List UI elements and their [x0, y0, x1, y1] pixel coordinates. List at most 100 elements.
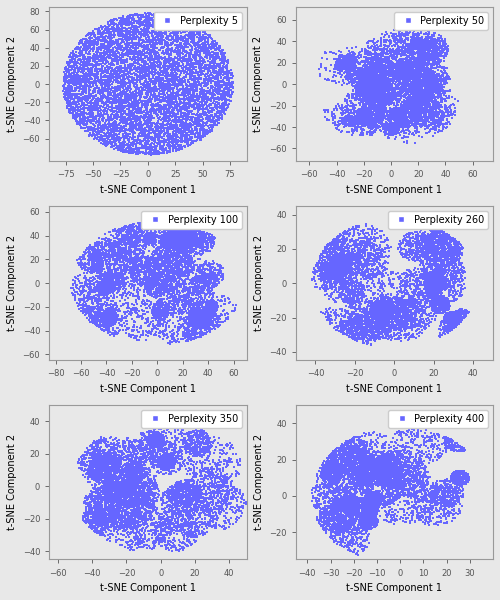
- Point: [420, 47, 428, 57]
- Point: [220, 104, 228, 113]
- Point: [318, 262, 326, 271]
- Point: [105, 235, 113, 245]
- Point: [370, 92, 378, 101]
- Point: [156, 17, 164, 27]
- Point: [106, 306, 114, 316]
- Point: [157, 456, 165, 466]
- Point: [82, 85, 90, 95]
- Point: [110, 472, 118, 481]
- Point: [154, 440, 162, 450]
- Point: [420, 57, 428, 67]
- Point: [152, 287, 160, 297]
- Point: [441, 43, 449, 53]
- Point: [177, 247, 185, 256]
- Point: [204, 505, 212, 515]
- Point: [418, 101, 426, 110]
- Point: [338, 525, 346, 535]
- Point: [370, 502, 378, 511]
- Point: [371, 91, 379, 100]
- Point: [438, 263, 446, 272]
- Point: [374, 86, 382, 96]
- Point: [456, 274, 464, 283]
- Point: [383, 299, 391, 309]
- Point: [228, 87, 236, 97]
- Point: [83, 97, 91, 107]
- Point: [442, 232, 450, 242]
- Point: [435, 278, 443, 287]
- Point: [449, 486, 457, 496]
- Point: [358, 116, 366, 125]
- Point: [338, 55, 345, 64]
- Point: [152, 307, 160, 317]
- Point: [172, 238, 180, 248]
- Point: [311, 487, 319, 497]
- Point: [188, 476, 196, 485]
- Point: [188, 320, 196, 330]
- Point: [332, 57, 340, 67]
- Point: [390, 128, 398, 137]
- Point: [400, 67, 407, 77]
- Point: [168, 459, 175, 469]
- Point: [364, 514, 372, 523]
- Point: [384, 484, 392, 494]
- Point: [416, 35, 424, 45]
- Point: [178, 132, 186, 142]
- Point: [370, 498, 378, 508]
- Point: [190, 447, 198, 457]
- Point: [410, 95, 418, 104]
- Point: [350, 443, 358, 453]
- Point: [144, 69, 152, 79]
- Point: [415, 77, 423, 87]
- Point: [414, 473, 422, 482]
- Point: [136, 467, 143, 476]
- Point: [116, 132, 124, 142]
- Point: [190, 241, 198, 251]
- Point: [152, 436, 160, 445]
- Point: [425, 285, 433, 295]
- Point: [421, 506, 429, 516]
- Point: [99, 518, 107, 528]
- Point: [156, 298, 164, 308]
- Point: [370, 69, 378, 79]
- Point: [134, 58, 142, 68]
- Point: [426, 220, 434, 229]
- Point: [150, 536, 158, 546]
- Point: [96, 51, 104, 61]
- Point: [429, 107, 437, 117]
- Point: [336, 269, 344, 279]
- Point: [360, 74, 368, 83]
- Point: [336, 268, 344, 277]
- Point: [366, 511, 374, 520]
- Point: [168, 460, 175, 469]
- Point: [158, 259, 166, 268]
- Point: [414, 431, 422, 441]
- Point: [172, 220, 180, 230]
- Point: [126, 19, 134, 28]
- Point: [442, 253, 450, 262]
- Point: [339, 260, 347, 270]
- Point: [432, 81, 440, 91]
- Point: [372, 245, 380, 255]
- Point: [451, 472, 459, 482]
- Point: [384, 71, 392, 80]
- Point: [388, 479, 396, 489]
- Point: [135, 475, 143, 485]
- Point: [358, 446, 366, 455]
- Point: [382, 122, 390, 132]
- Point: [140, 509, 148, 519]
- Point: [161, 238, 169, 248]
- Point: [208, 82, 216, 92]
- Point: [377, 472, 385, 482]
- Point: [158, 278, 166, 288]
- Point: [208, 437, 216, 447]
- Point: [121, 26, 129, 36]
- Point: [414, 479, 422, 489]
- Point: [162, 239, 170, 248]
- Point: [368, 70, 376, 80]
- Point: [337, 453, 345, 463]
- Point: [90, 466, 98, 475]
- Point: [114, 487, 122, 496]
- Point: [190, 322, 198, 331]
- Point: [90, 31, 98, 41]
- Point: [402, 481, 409, 491]
